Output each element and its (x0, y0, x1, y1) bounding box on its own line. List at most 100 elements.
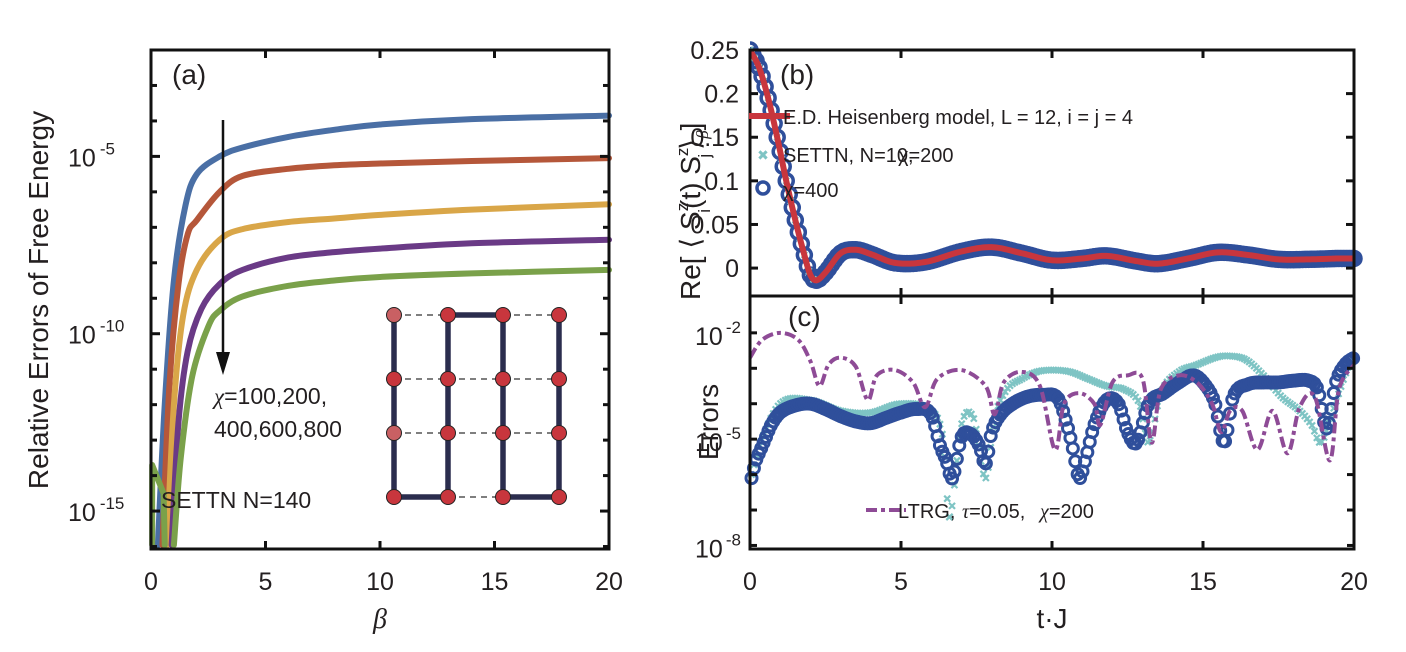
lattice-site (440, 425, 456, 441)
settn-chi200-cross-marker (948, 502, 956, 510)
ylabel-close: ] (675, 123, 706, 131)
settn-chi400-circle-marker (1065, 441, 1080, 456)
y-tick-label: 0.05 (690, 211, 739, 239)
y-tick-label: 0.25 (690, 37, 739, 65)
y-tick-label: 10 -10 (68, 317, 124, 350)
settn-chi400-circle-marker (949, 451, 964, 466)
lattice-site (386, 371, 402, 387)
tick-exponent: -8 (726, 530, 741, 549)
y-tick-label: 10 -5 (695, 424, 741, 457)
lattice-site (440, 307, 456, 323)
x-tick-label: 5 (259, 568, 273, 596)
chi-symbol: χ (1038, 501, 1050, 523)
settn-chi400-circle-marker (1222, 406, 1237, 421)
legend-settn-label-a: SETTN, N=10, (783, 145, 914, 167)
settn-chi400-circle-marker (981, 444, 996, 459)
settn-chi400-circle-marker (1309, 380, 1324, 395)
x-tick-label: 0 (144, 568, 158, 596)
legend-chi400-label: χ=400 (783, 180, 839, 202)
panel-c-series-group (744, 330, 1361, 521)
series-line-200 (159, 155, 612, 548)
ylabel-suffix: ⟩ (675, 139, 706, 150)
settn-chi400-circle-marker (1085, 425, 1100, 440)
lattice-site (386, 425, 402, 441)
settn-chi200-cross-marker (967, 410, 976, 418)
x-tick-label: 20 (595, 568, 623, 596)
legend-settn-cross-marker: ✖ (757, 148, 769, 164)
legend-ltrg-label-a: LTRG, (898, 501, 955, 523)
panel-b: 0 0.05 0.1 0.15 0.2 0.25 (b) E.D. Heisenberg … (673, 37, 1363, 300)
settn-chi400-circle-marker (1111, 397, 1126, 412)
panel-b-legend: E.D. Heisenberg model, L = 12, i = j = 4… (749, 107, 1133, 202)
chi-symbol: χ (212, 384, 225, 409)
ylabel-sub2: j (695, 154, 714, 159)
legend-ltrg-tau-value: =0.05, (969, 501, 1025, 523)
y-tick-label: 0.2 (704, 81, 739, 109)
y-tick-label: 0 (725, 255, 739, 283)
tick-exponent: -10 (100, 317, 125, 336)
panel-a-series-group (149, 112, 612, 548)
tick-exponent: -5 (100, 139, 115, 158)
panel-b-ticks: 0 0.05 0.1 0.15 0.2 0.25 (690, 37, 1354, 296)
settn-chi400-circle-marker (1114, 403, 1129, 418)
tick-exponent: -2 (726, 318, 741, 337)
ylabel-sup2: z (673, 148, 692, 157)
settn-chi400-circle-marker (952, 438, 967, 453)
settn-chi400-circle-marker (945, 471, 960, 486)
panel-c-x-axis-label: t·J (1036, 603, 1067, 634)
x-tick-label: 10 (366, 568, 394, 596)
legend-chi400-circle-marker (755, 180, 771, 196)
lattice-site (495, 307, 511, 323)
tick-base: 10 (68, 322, 96, 350)
settn-chi400-circle-marker (971, 437, 986, 452)
ylabel-sup1: z (673, 203, 692, 212)
ltrg-dashdot-line (748, 330, 1356, 463)
settn-chi200-cross-marker (1308, 421, 1316, 430)
settn-chi200-cross-marker (957, 419, 966, 428)
legend-ed-label: E.D. Heisenberg model, L = 12, i = j = 4 (783, 107, 1133, 129)
tick-base: 10 (695, 323, 723, 351)
x-tick-label: 0 (743, 568, 757, 596)
ylabel-sub3: β (693, 130, 712, 140)
svg-text:Re[ ⟨ Szi(t) Szj⟩β]: Re[ ⟨ Sz i(t) Sz j⟩β] (673, 123, 714, 300)
settn-chi400-circle-marker (1220, 423, 1235, 438)
panel-c-y-axis-label: Errors (693, 384, 724, 460)
settn-chi400-circle-marker (1058, 412, 1073, 427)
panel-a-y-axis-label: Relative Errors of Free Energy (23, 111, 54, 489)
x-tick-label: 15 (1189, 568, 1217, 596)
y-tick-label: 0.1 (704, 168, 739, 196)
series-line-400 (164, 201, 612, 548)
settn-chi400-circle-marker (932, 438, 947, 453)
settn-chi200-cross-marker (1134, 396, 1142, 405)
settn-chi200-cross-marker (1310, 427, 1319, 435)
lattice-site (440, 371, 456, 387)
settn-chi400-circle-marker (1131, 432, 1146, 447)
y-tick-label: 10 -2 (695, 318, 741, 351)
lattice-site (551, 489, 567, 505)
settn-chi400-circle-marker (1073, 471, 1088, 486)
tick-base: 10 (68, 499, 96, 527)
settn-chi200-cross-marker (982, 474, 990, 482)
lattice-site (551, 371, 567, 387)
x-tick-label: 10 (1038, 568, 1066, 596)
panel-a: χ=100,200, 400,600,800 SETTN N=140 0 5 10 1… (23, 48, 623, 635)
lattice-site (495, 425, 511, 441)
y-tick-label: 10 -5 (68, 139, 115, 172)
panel-a-x-axis-label: β (372, 604, 387, 635)
series-line-600 (168, 236, 612, 548)
tick-exponent: -5 (726, 424, 741, 443)
y-tick-label: 10 -15 (68, 494, 124, 527)
legend-settn-label-b: χ=200 (898, 145, 954, 167)
method-label: SETTN N=140 (161, 487, 311, 513)
panel-b-y-axis-label: Re[ ⟨ Sz i(t) Sz j⟩β] (673, 123, 714, 300)
settn-chi200-cross-marker (979, 470, 988, 478)
y-tick-label: 10 -8 (695, 530, 741, 563)
settn-chi400-circle-marker (925, 410, 940, 425)
tick-base: 10 (695, 535, 723, 563)
tick-base: 10 (695, 429, 723, 457)
lattice-site (495, 371, 511, 387)
